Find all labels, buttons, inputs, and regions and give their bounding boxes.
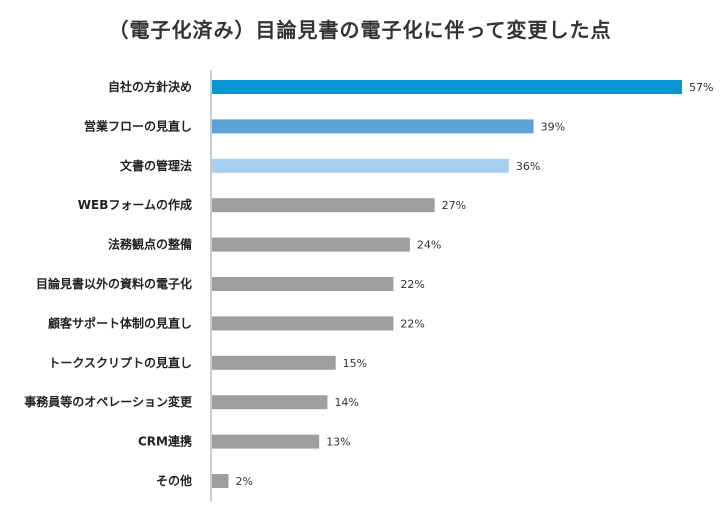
bar xyxy=(212,198,435,213)
plot-area: 自社の方針決め 57% 営業フローの見直し 39% 文書の管理法 36% WEBフォームの作… xyxy=(24,70,713,502)
value-label: 2% xyxy=(235,475,252,488)
value-label: 22% xyxy=(400,278,424,291)
chart-title: （電子化済み）目論見書の電子化に伴って変更した点 xyxy=(108,18,612,42)
bar xyxy=(212,355,336,370)
value-label: 14% xyxy=(334,396,358,409)
category-label: 目論見書以外の資料の電子化 xyxy=(36,276,192,291)
category-label: 顧客サポート体制の見直し xyxy=(48,315,192,330)
value-label: 27% xyxy=(442,199,466,212)
bar xyxy=(212,158,509,173)
category-label: 文書の管理法 xyxy=(120,158,192,173)
category-label: CRM連携 xyxy=(138,434,192,449)
value-label: 22% xyxy=(400,317,424,330)
bar xyxy=(212,237,410,252)
bar xyxy=(212,277,394,291)
bar xyxy=(212,119,534,134)
bar xyxy=(212,474,229,488)
value-label: 39% xyxy=(541,120,565,133)
value-label: 36% xyxy=(516,160,540,173)
bar xyxy=(212,316,394,331)
category-label: その他 xyxy=(156,473,192,488)
bar xyxy=(212,80,682,94)
category-label: 事務員等のオペレーション変更 xyxy=(24,394,193,409)
category-label: トークスクリプトの見直し xyxy=(48,355,192,370)
value-label: 13% xyxy=(326,436,350,449)
category-label: 営業フローの見直し xyxy=(84,118,192,133)
bar xyxy=(212,395,328,410)
category-label: 自社の方針決め xyxy=(108,79,192,94)
category-label: WEBフォームの作成 xyxy=(78,197,192,212)
value-label: 24% xyxy=(417,239,441,252)
category-label: 法務観点の整備 xyxy=(108,237,192,252)
value-label: 57% xyxy=(689,81,713,94)
value-label: 15% xyxy=(343,357,367,370)
bar xyxy=(212,434,320,449)
